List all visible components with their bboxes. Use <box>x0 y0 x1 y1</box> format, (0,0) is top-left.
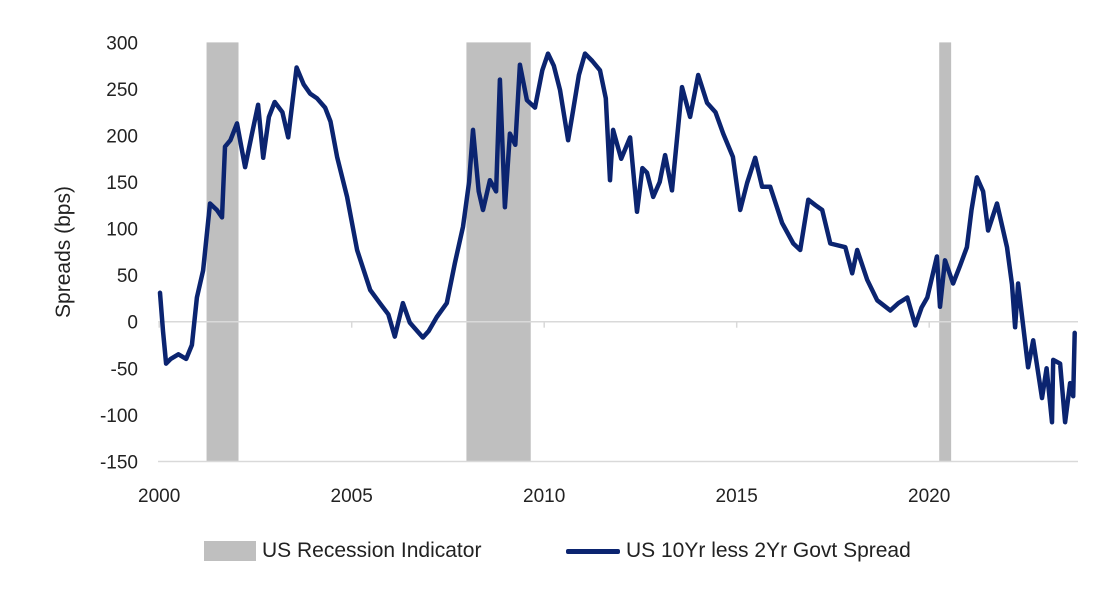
y-tick-label: 200 <box>106 127 138 148</box>
y-tick-label: -50 <box>111 359 138 380</box>
x-tick-label: 2015 <box>716 486 758 507</box>
recession-band-0 <box>206 42 239 462</box>
y-tick-label: 100 <box>106 220 138 241</box>
x-tick-label: 2010 <box>523 486 565 507</box>
legend-item-recession: US Recession Indicator <box>204 536 481 566</box>
y-tick-label: 250 <box>106 80 138 101</box>
y-tick-label: 150 <box>106 173 138 194</box>
recession-bands <box>206 42 952 462</box>
x-tick-labels: 2000 2005 2010 2015 2020 <box>138 486 950 507</box>
legend-swatch-recession <box>204 541 256 561</box>
zero-axis <box>158 320 1078 328</box>
y-tick-labels: 300 250 200 150 100 50 0 -50 -100 -150 <box>100 33 138 473</box>
y-tick-label: 50 <box>117 266 138 287</box>
y-tick-label: -100 <box>100 406 138 427</box>
legend-item-spread: US 10Yr less 2Yr Govt Spread <box>566 536 911 566</box>
x-tick-label: 2000 <box>138 486 180 507</box>
series-line-us-10yr-less-2yr <box>157 51 1077 425</box>
legend-label-spread: US 10Yr less 2Yr Govt Spread <box>626 539 911 562</box>
y-axis-title: Spreads (bps) <box>52 186 75 318</box>
x-tick-label: 2020 <box>908 486 950 507</box>
recession-band-2 <box>939 42 952 462</box>
legend-swatch-spread <box>566 548 620 554</box>
y-tick-label: -150 <box>100 452 138 473</box>
legend-label-recession: US Recession Indicator <box>262 539 482 562</box>
y-tick-label: 0 <box>127 313 138 334</box>
x-tick-label: 2005 <box>331 486 373 507</box>
legend: US Recession Indicator US 10Yr less 2Yr … <box>0 536 1108 566</box>
y-tick-label: 300 <box>106 33 138 54</box>
